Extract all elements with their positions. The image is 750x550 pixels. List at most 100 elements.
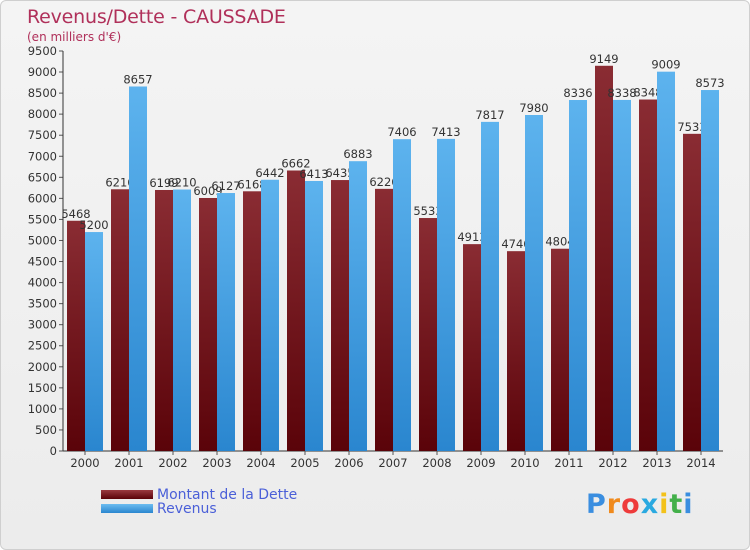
- chart-subtitle: (en milliers d'€): [27, 30, 122, 44]
- y-tick-label: 0: [50, 444, 57, 458]
- bar-dette: [243, 191, 261, 451]
- legend-label-revenus: Revenus: [157, 501, 217, 517]
- x-tick-label: 2009: [466, 456, 495, 470]
- x-tick-label: 2008: [422, 456, 451, 470]
- data-label-revenus: 6413: [299, 167, 328, 181]
- x-tick-label: 2002: [158, 456, 187, 470]
- data-label-revenus: 6883: [343, 147, 372, 161]
- bar-dette: [111, 189, 129, 451]
- data-label-revenus: 7406: [387, 125, 416, 139]
- y-tick-label: 3500: [28, 297, 57, 311]
- bar-dette: [639, 99, 657, 452]
- y-tick-label: 5500: [28, 212, 57, 226]
- data-label-revenus: 7413: [431, 125, 460, 139]
- bar-dette: [67, 220, 85, 451]
- bar-dette: [375, 188, 393, 451]
- x-tick-label: 2014: [686, 456, 715, 470]
- x-tick-label: 2007: [378, 456, 407, 470]
- data-label-dette: 6216: [105, 175, 134, 189]
- bar-dette: [463, 244, 481, 451]
- y-tick-label: 5000: [28, 233, 57, 247]
- y-tick-label: 8000: [28, 107, 57, 121]
- legend-label-dette: Montant de la Dette: [157, 487, 298, 503]
- data-label-dette: 6199: [149, 176, 178, 190]
- data-label-revenus: 8657: [123, 72, 152, 86]
- x-tick-label: 2005: [290, 456, 319, 470]
- y-tick-label: 9000: [28, 65, 57, 79]
- y-tick-label: 1000: [28, 402, 57, 416]
- data-label-dette: 4746: [501, 237, 530, 251]
- data-label-revenus: 8338: [607, 86, 636, 100]
- x-tick-label: 2011: [554, 456, 583, 470]
- data-label-dette: 6168: [237, 177, 266, 191]
- bar-dette: [507, 251, 525, 451]
- y-tick-label: 9500: [28, 44, 57, 58]
- bar-revenus: [437, 138, 455, 451]
- data-label-revenus: 8573: [695, 76, 724, 90]
- y-tick-label: 6000: [28, 191, 57, 205]
- bar-dette: [155, 189, 173, 451]
- bar-revenus: [85, 232, 103, 451]
- data-label-dette: 4804: [545, 235, 574, 249]
- x-tick-label: 2000: [70, 456, 99, 470]
- bar-revenus: [569, 100, 587, 451]
- bar-revenus: [481, 121, 499, 451]
- y-tick-label: 1500: [28, 381, 57, 395]
- y-tick-label: 4500: [28, 255, 57, 269]
- y-tick-label: 4000: [28, 276, 57, 290]
- data-label-dette: 8348: [633, 86, 662, 100]
- legend-swatch-revenus: [101, 504, 153, 513]
- y-tick-label: 2000: [28, 360, 57, 374]
- data-label-revenus: 6127: [211, 179, 240, 193]
- bar-revenus: [261, 179, 279, 452]
- y-tick-label: 6500: [28, 170, 57, 184]
- logo-letter: o: [621, 489, 641, 520]
- data-label-dette: 9149: [589, 52, 618, 66]
- y-tick-label: 500: [35, 423, 57, 437]
- bar-revenus: [349, 161, 367, 452]
- y-tick-label: 7000: [28, 149, 57, 163]
- proxiti-logo: Proxiti: [586, 489, 694, 520]
- bar-dette: [419, 218, 437, 451]
- bar-revenus: [217, 193, 235, 451]
- data-label-revenus: 6210: [167, 176, 196, 190]
- bar-revenus: [525, 115, 543, 451]
- bar-revenus: [129, 86, 147, 451]
- bar-dette: [199, 197, 217, 451]
- data-label-revenus: 7980: [519, 101, 548, 115]
- x-tick-label: 2004: [246, 456, 275, 470]
- bar-revenus: [613, 99, 631, 451]
- x-tick-label: 2010: [510, 456, 539, 470]
- data-label-revenus: 5200: [79, 218, 108, 232]
- x-tick-label: 2003: [202, 456, 231, 470]
- logo-letter: i: [659, 489, 670, 520]
- y-tick-label: 2500: [28, 339, 57, 353]
- data-label-dette: 7533: [677, 120, 706, 134]
- data-label-dette: 6662: [281, 156, 310, 170]
- data-label-revenus: 9009: [651, 58, 680, 72]
- bar-revenus: [657, 71, 675, 452]
- data-label-dette: 4913: [457, 230, 486, 244]
- bar-dette: [331, 180, 349, 452]
- logo-letter: P: [586, 489, 607, 520]
- bar-revenus: [305, 180, 323, 451]
- bar-dette: [551, 248, 569, 451]
- data-label-revenus: 6442: [255, 166, 284, 180]
- bar-dette: [683, 133, 701, 452]
- data-label-revenus: 7817: [475, 108, 504, 122]
- y-tick-label: 3000: [28, 318, 57, 332]
- data-label-dette: 6435: [325, 166, 354, 180]
- x-tick-label: 2012: [598, 456, 627, 470]
- data-label-dette: 5468: [61, 207, 90, 221]
- y-tick-label: 8500: [28, 86, 57, 100]
- data-label-dette: 6226: [369, 175, 398, 189]
- data-label-dette: 5533: [413, 204, 442, 218]
- bar-revenus: [701, 90, 719, 451]
- data-label-revenus: 8336: [563, 86, 592, 100]
- legend-item-revenus: Revenus: [101, 501, 301, 518]
- x-tick-label: 2006: [334, 456, 363, 470]
- bar-revenus: [393, 139, 411, 451]
- x-tick-label: 2001: [114, 456, 143, 470]
